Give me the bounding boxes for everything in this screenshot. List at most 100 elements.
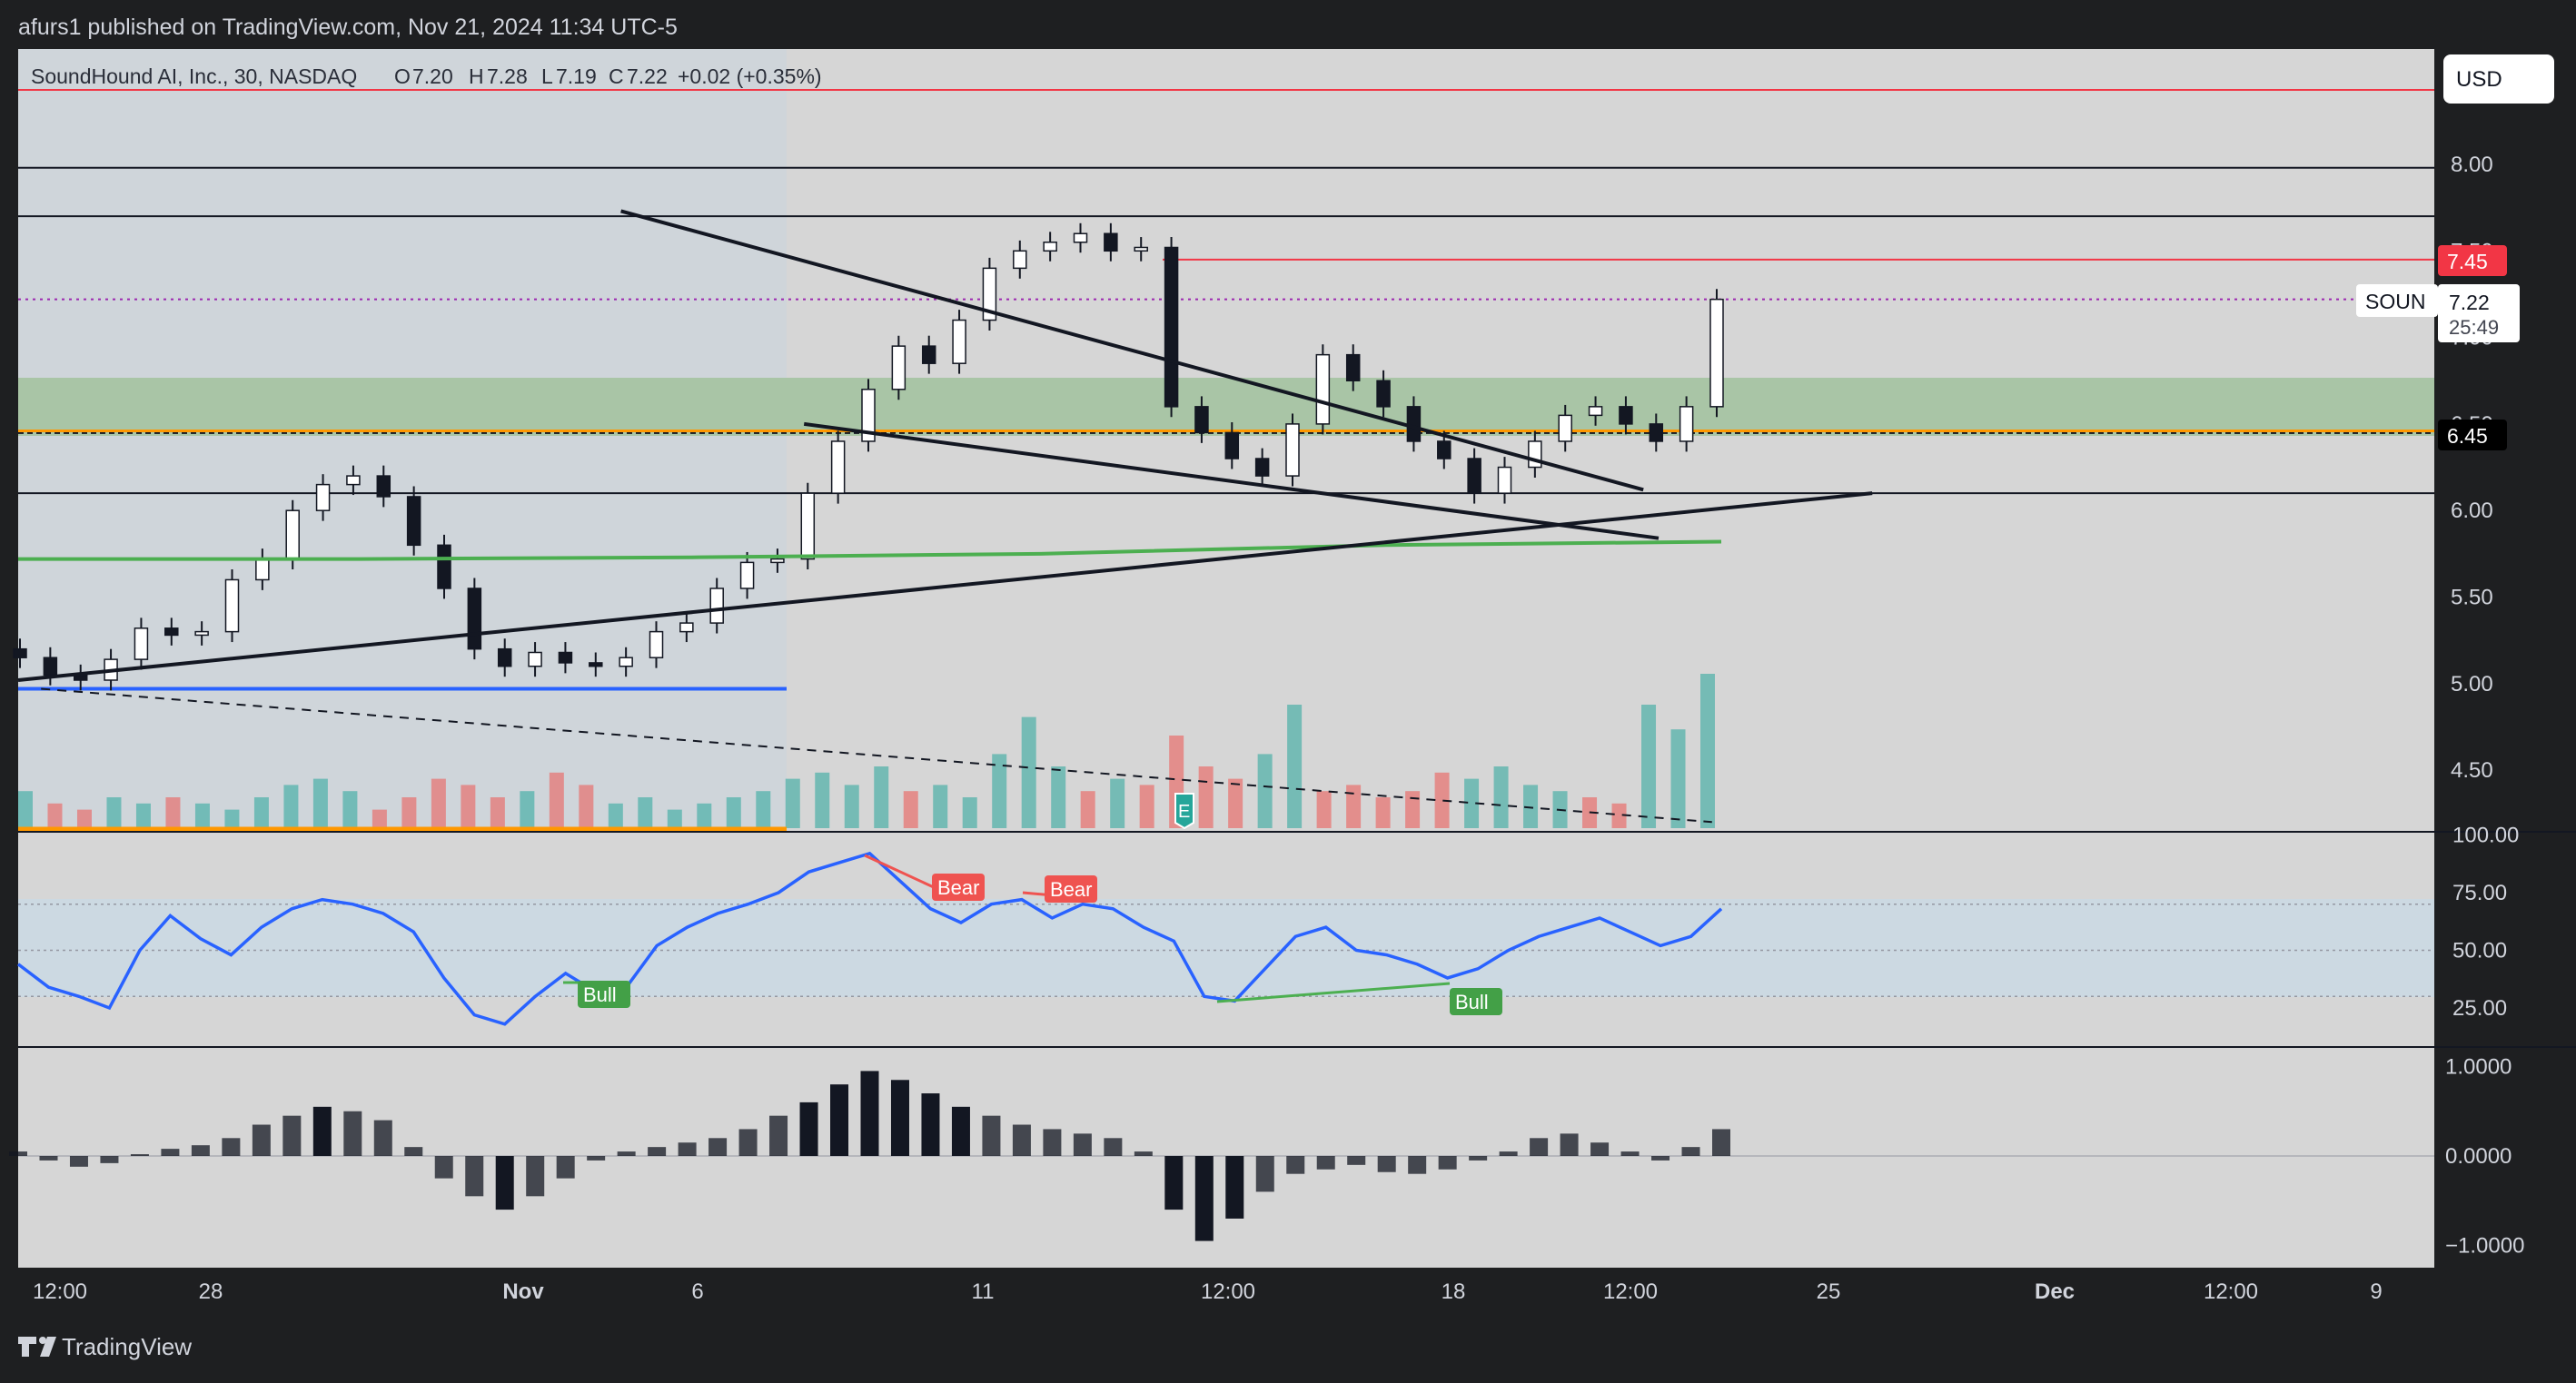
oscillator-bar — [1286, 1156, 1305, 1174]
time-tick-label: 9 — [2370, 1279, 2382, 1304]
candle-body — [1588, 406, 1603, 417]
candle-body — [770, 558, 785, 564]
volume-bar — [844, 785, 859, 828]
currency-label[interactable]: USD — [2456, 67, 2502, 92]
volume-bar — [224, 809, 240, 828]
candle-body — [1406, 406, 1422, 442]
volume-bar — [1464, 778, 1480, 828]
moving-average-line — [18, 539, 1722, 561]
price-tick-label: 5.50 — [2451, 586, 2493, 610]
volume-bar — [165, 797, 181, 828]
legend-close-label: C — [609, 64, 624, 88]
currency-button[interactable]: USD — [2443, 54, 2554, 104]
oscillator-bar — [1012, 1124, 1031, 1156]
candle-body — [224, 578, 240, 633]
legend-high-label: H — [469, 64, 484, 88]
candle-body — [1679, 406, 1694, 442]
alert-price-tag[interactable]: 7.45 — [2438, 245, 2507, 276]
volume-bar — [1021, 716, 1036, 828]
oscillator-bar — [526, 1156, 545, 1197]
bar-countdown: 25:49 — [2449, 316, 2499, 339]
divergence-label-box — [1450, 988, 1502, 1015]
oscillator-bar — [678, 1142, 697, 1156]
oscillator-bar — [1651, 1156, 1670, 1161]
candle-body — [1134, 246, 1148, 252]
support-level-value: 6.45 — [2447, 424, 2488, 448]
earnings-e-icon: E — [1178, 802, 1190, 822]
oscillator-bar — [556, 1156, 575, 1179]
divergence-label-box — [932, 874, 985, 901]
oscillator-bar — [1134, 1151, 1153, 1156]
legend-change: +0.02 (+0.35%) — [678, 64, 822, 88]
earnings-marker[interactable]: E — [1174, 793, 1194, 830]
publish-line: afurs1 published on TradingView.com, Nov… — [18, 15, 678, 40]
time-tick-label: 12:00 — [1603, 1279, 1658, 1304]
oscillator-bar — [191, 1145, 210, 1156]
rsi-pane: 100.00 75.00 50.00 25.00 Bear Bear Bull Bull — [16, 824, 2519, 1026]
candle-body — [467, 588, 482, 650]
symbol-name[interactable]: SoundHound AI, Inc., 30, NASDAQ — [31, 64, 357, 88]
legend-low-value: 7.19 — [556, 64, 597, 88]
trendline — [41, 687, 1712, 824]
support-level-tag[interactable]: 6.45 — [2438, 420, 2507, 450]
rsi-band-fill — [18, 899, 2434, 997]
candle-body — [315, 483, 331, 511]
rsi-tick-label: 100.00 — [2452, 824, 2519, 848]
time-axis[interactable]: 12:00 28 Nov 6 11 12:00 18 12:00 25 Dec 12:00 9 — [18, 1268, 2434, 1313]
oscillator-bar — [404, 1147, 423, 1156]
candle-body — [649, 630, 664, 658]
candle-body — [1224, 431, 1240, 459]
oscillator-bar — [495, 1156, 514, 1210]
oscillator-pane: 1.0000 0.0000 −1.0000 — [9, 1055, 2524, 1259]
oscillator-bar — [1499, 1151, 1518, 1156]
volume-bar — [1198, 766, 1214, 828]
volume-bar — [1611, 803, 1627, 828]
oscillator-bar — [799, 1101, 818, 1156]
oscillator-bar — [890, 1080, 909, 1156]
candle-body — [1043, 242, 1057, 252]
price-levels — [18, 89, 2434, 832]
candle-body — [921, 345, 936, 364]
oscillator-bar — [951, 1106, 970, 1156]
candle-body — [43, 657, 58, 677]
oscillator-bar — [860, 1071, 879, 1156]
oscillator-bar — [982, 1115, 1001, 1156]
oscillator-bar — [69, 1156, 88, 1167]
oscillator-bar — [830, 1084, 849, 1156]
volume-bar — [1493, 766, 1509, 828]
candle-body — [194, 630, 209, 637]
oscillator-bar — [1469, 1156, 1488, 1161]
price-axis[interactable]: 8.007.507.006.506.005.505.004.50 — [2434, 49, 2576, 1313]
candle-body — [13, 647, 27, 658]
volume-bar — [549, 772, 564, 828]
candle-body — [1345, 353, 1361, 382]
time-tick-label: 11 — [972, 1279, 995, 1304]
rsi-tick-label: 50.00 — [2452, 939, 2507, 963]
candle-body — [739, 561, 755, 589]
time-tick-label: 6 — [691, 1279, 703, 1304]
candle-body — [1376, 380, 1391, 408]
trendlines[interactable] — [17, 209, 2576, 1048]
volume-bar — [1346, 785, 1362, 828]
volume-bar — [933, 785, 948, 828]
last-price-tag[interactable]: SOUN 7.22 25:49 — [2356, 284, 2520, 342]
volume-bar — [874, 766, 889, 828]
ticker-label: SOUN — [2365, 290, 2425, 313]
tradingview-icon — [18, 1337, 36, 1357]
volume-bar — [490, 797, 505, 828]
oscillator-bar — [921, 1093, 940, 1156]
candle-body — [528, 651, 542, 667]
oscillator-bar — [1712, 1129, 1730, 1156]
time-tick-label: 28 — [199, 1279, 223, 1304]
tradingview-logo[interactable]: TradingView — [18, 1333, 192, 1360]
volume-bar — [1228, 778, 1243, 828]
oscillator-bar — [1104, 1138, 1123, 1156]
volume-bars — [18, 674, 1715, 828]
oscillator-bar — [587, 1156, 606, 1161]
oscillator-bar — [1225, 1156, 1244, 1219]
oscillator-bar — [312, 1106, 332, 1156]
volume-bar — [18, 791, 33, 828]
candle-body — [861, 389, 876, 442]
candle-body — [1437, 440, 1451, 459]
